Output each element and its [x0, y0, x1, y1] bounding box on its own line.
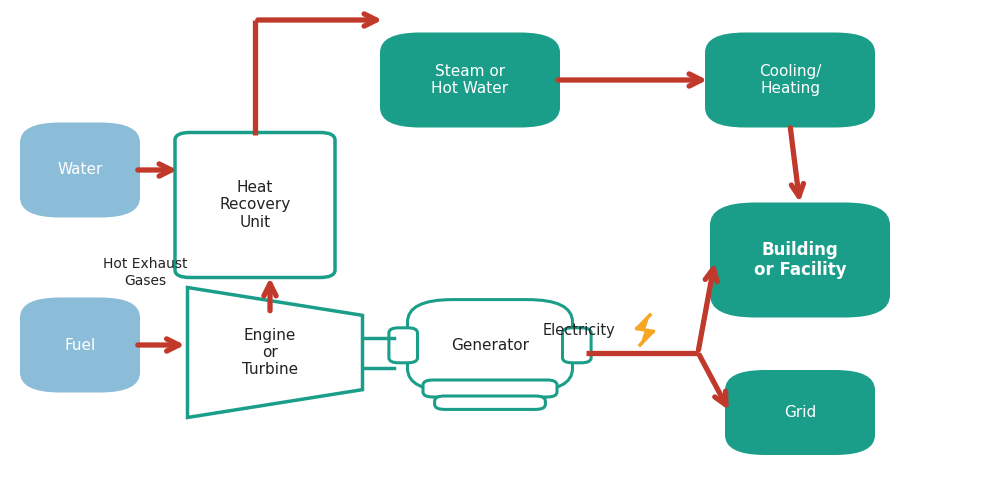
- Text: Engine
or
Turbine: Engine or Turbine: [242, 328, 298, 378]
- Text: Fuel: Fuel: [64, 338, 96, 352]
- FancyBboxPatch shape: [435, 396, 545, 409]
- FancyBboxPatch shape: [389, 328, 418, 363]
- Text: Building
or Facility: Building or Facility: [754, 240, 846, 280]
- FancyBboxPatch shape: [725, 370, 875, 455]
- Text: Steam or
Hot Water: Steam or Hot Water: [431, 64, 509, 96]
- Polygon shape: [637, 315, 653, 345]
- FancyBboxPatch shape: [423, 380, 557, 397]
- FancyBboxPatch shape: [20, 298, 140, 392]
- Text: Electricity: Electricity: [542, 322, 615, 338]
- FancyBboxPatch shape: [710, 202, 890, 318]
- Polygon shape: [188, 288, 363, 418]
- Text: Grid: Grid: [784, 405, 816, 420]
- FancyBboxPatch shape: [408, 300, 572, 391]
- Text: Water: Water: [57, 162, 103, 178]
- FancyBboxPatch shape: [562, 328, 591, 363]
- Text: Hot Exhaust
Gases: Hot Exhaust Gases: [103, 258, 187, 288]
- FancyBboxPatch shape: [175, 132, 335, 278]
- Text: Generator: Generator: [451, 338, 529, 353]
- Text: Cooling/
Heating: Cooling/ Heating: [759, 64, 821, 96]
- FancyBboxPatch shape: [20, 122, 140, 218]
- FancyBboxPatch shape: [705, 32, 875, 128]
- Text: Heat
Recovery
Unit: Heat Recovery Unit: [219, 180, 291, 230]
- FancyBboxPatch shape: [380, 32, 560, 128]
